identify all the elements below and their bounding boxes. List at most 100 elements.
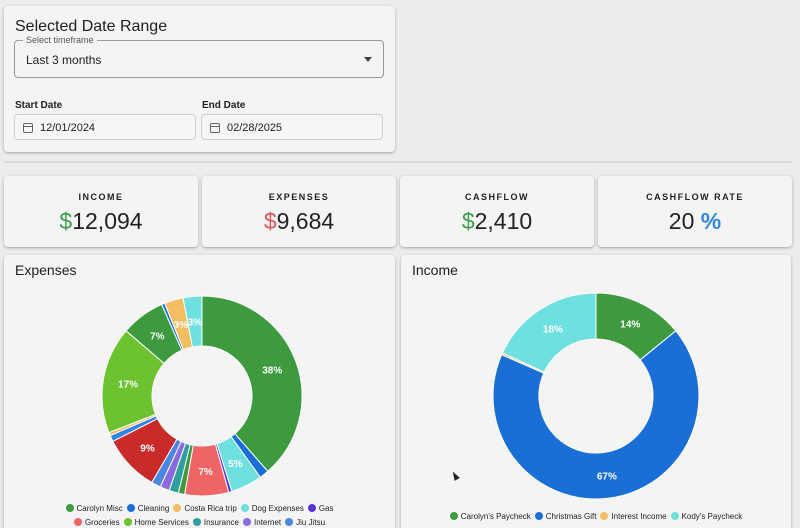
slice-data-label: 5%	[228, 459, 243, 470]
legend-dot-icon	[449, 512, 458, 520]
legend-dot-icon	[600, 512, 609, 520]
expenses-amount: 9,684	[276, 208, 335, 234]
slice-carolyn-misc[interactable]	[201, 295, 303, 473]
legend-item[interactable]: Jiu Jitsu	[285, 518, 325, 527]
cashflow-amount: 2,410	[474, 208, 533, 234]
legend-row: Carolyn Misc Cleaning Costa Rica trip Dog E…	[4, 504, 395, 513]
dropdown-caret-icon[interactable]	[364, 57, 372, 62]
legend-item[interactable]: Insurance	[192, 518, 240, 527]
start-date-value: 12/01/2024	[40, 122, 96, 134]
slice-christmas-gift[interactable]	[492, 330, 700, 500]
slice-data-label: 7%	[198, 467, 213, 478]
end-date-value: 02/28/2025	[227, 122, 283, 134]
income-donut-chart: 14% 67% 18%	[492, 292, 700, 500]
cashflow-rate-amount: 20	[668, 208, 695, 234]
chart-title: Expenses	[15, 262, 77, 278]
legend-row: Carolyn's Paycheck Christmas Gift Interest…	[401, 512, 791, 521]
percent-icon: %	[700, 208, 722, 234]
slice-other-h[interactable]	[182, 295, 203, 348]
timeframe-value: Last 3 months	[26, 53, 102, 67]
timeframe-select[interactable]: Select timeframe Last 3 months	[14, 35, 384, 78]
slice-data-label: 14%	[620, 320, 640, 331]
chart-title: Income	[412, 262, 458, 278]
legend-label: Home Services	[134, 518, 189, 527]
legend-dot-icon	[192, 518, 201, 526]
legend-item[interactable]: Christmas Gift	[534, 512, 597, 521]
legend-label: Insurance	[203, 518, 240, 527]
legend-label: Dog Expenses	[251, 504, 304, 513]
legend-label: Costa Rica trip	[184, 504, 237, 513]
dollar-icon: $	[461, 208, 475, 234]
slice-data-label: 3%	[174, 320, 189, 331]
legend-row: Groceries Home Services Insurance Internet J…	[4, 518, 395, 527]
legend-item[interactable]: Cleaning	[126, 504, 170, 513]
legend-label: Interest Income	[611, 512, 667, 521]
slice-data-label: 17%	[118, 380, 138, 391]
chart-legend: Carolyn Misc Cleaning Costa Rica trip Dog E…	[4, 504, 395, 527]
cashflow-stat-card: CASHFLOW $2,410	[400, 176, 594, 247]
legend-item[interactable]: Costa Rica trip	[173, 504, 237, 513]
legend-item[interactable]: Carolyn's Paycheck	[449, 512, 531, 521]
stat-label: EXPENSES	[268, 192, 330, 202]
legend-label: Carolyn's Paycheck	[460, 512, 531, 521]
legend-label: Internet	[254, 518, 282, 527]
slice-data-label: 3%	[188, 317, 203, 328]
legend-dot-icon	[285, 518, 294, 526]
legend-label: Gas	[318, 504, 334, 513]
legend-label: Kody's Paycheck	[681, 512, 743, 521]
legend-dot-icon	[73, 518, 82, 526]
expenses-stat-card: EXPENSES $9,684	[202, 176, 396, 247]
legend-dot-icon	[670, 512, 679, 520]
chart-legend: Carolyn's Paycheck Christmas Gift Interest…	[401, 512, 791, 521]
legend-label: Jiu Jitsu	[296, 518, 326, 527]
legend-item[interactable]: Carolyn Misc	[65, 504, 123, 513]
slice-data-label: 38%	[262, 366, 282, 377]
calendar-icon	[210, 123, 220, 133]
dollar-icon: $	[263, 208, 277, 234]
stat-value: $2,410	[400, 208, 594, 235]
stat-label: CASHFLOW	[465, 192, 529, 202]
legend-dot-icon	[65, 504, 74, 512]
slice-data-label: 18%	[543, 325, 563, 336]
legend-dot-icon	[243, 518, 252, 526]
legend-label: Cleaning	[137, 504, 170, 513]
timeframe-label: Select timeframe	[23, 35, 97, 45]
stat-value: 20 %	[598, 208, 792, 235]
end-date-field[interactable]: 02/28/2025	[201, 114, 383, 140]
legend-dot-icon	[173, 504, 182, 512]
legend-label: Carolyn Misc	[76, 504, 123, 513]
slice-data-label: 9%	[140, 444, 155, 455]
legend-dot-icon	[123, 518, 132, 526]
expenses-chart-card: Expenses 38% 5% 7% 9% 17% 7% 3% 3% Carolyn Misc…	[4, 255, 395, 528]
legend-dot-icon	[307, 504, 316, 512]
calendar-icon	[23, 123, 33, 133]
stat-label: INCOME	[78, 192, 124, 202]
income-stat-card: INCOME $12,094	[4, 176, 198, 247]
expenses-donut-chart: 38% 5% 7% 9% 17% 7% 3% 3%	[101, 295, 303, 497]
slice-data-label: 67%	[597, 471, 617, 482]
legend-item[interactable]: Kody's Paycheck	[670, 512, 743, 521]
legend-dot-icon	[240, 504, 249, 512]
income-chart-card: Income 14% 67% 18% Carolyn's Paycheck Chris…	[401, 255, 791, 528]
stat-value: $12,094	[4, 208, 198, 235]
legend-dot-icon	[126, 504, 135, 512]
cashflow-rate-stat-card: CASHFLOW RATE 20 %	[598, 176, 792, 247]
legend-item[interactable]: Gas	[307, 504, 334, 513]
legend-dot-icon	[534, 512, 543, 520]
legend-item[interactable]: Dog Expenses	[240, 504, 304, 513]
legend-label: Christmas Gift	[545, 512, 597, 521]
legend-item[interactable]: Groceries	[73, 518, 120, 527]
stat-label: CASHFLOW RATE	[646, 192, 744, 202]
legend-item[interactable]: Interest Income	[600, 512, 667, 521]
date-range-title: Selected Date Range	[15, 18, 168, 35]
slice-kody-s-paycheck[interactable]	[501, 292, 597, 373]
start-date-field[interactable]: 12/01/2024	[14, 114, 196, 140]
date-range-card: Selected Date Range Select timeframe Las…	[4, 6, 395, 152]
dollar-icon: $	[59, 208, 73, 234]
legend-item[interactable]: Internet	[243, 518, 281, 527]
end-date-label: End Date	[202, 100, 246, 111]
section-divider	[4, 161, 792, 163]
legend-item[interactable]: Home Services	[123, 518, 189, 527]
slice-data-label: 7%	[150, 332, 165, 343]
legend-label: Groceries	[84, 518, 120, 527]
